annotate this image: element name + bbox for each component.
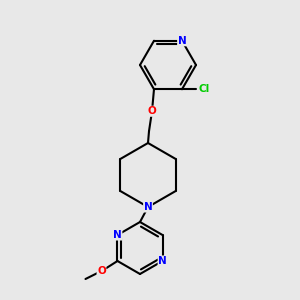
Text: N: N bbox=[158, 256, 167, 266]
Text: N: N bbox=[113, 230, 122, 240]
Text: O: O bbox=[148, 106, 156, 116]
Text: O: O bbox=[97, 266, 106, 276]
Text: N: N bbox=[144, 202, 152, 212]
Text: N: N bbox=[178, 36, 186, 46]
Text: Cl: Cl bbox=[198, 84, 210, 94]
